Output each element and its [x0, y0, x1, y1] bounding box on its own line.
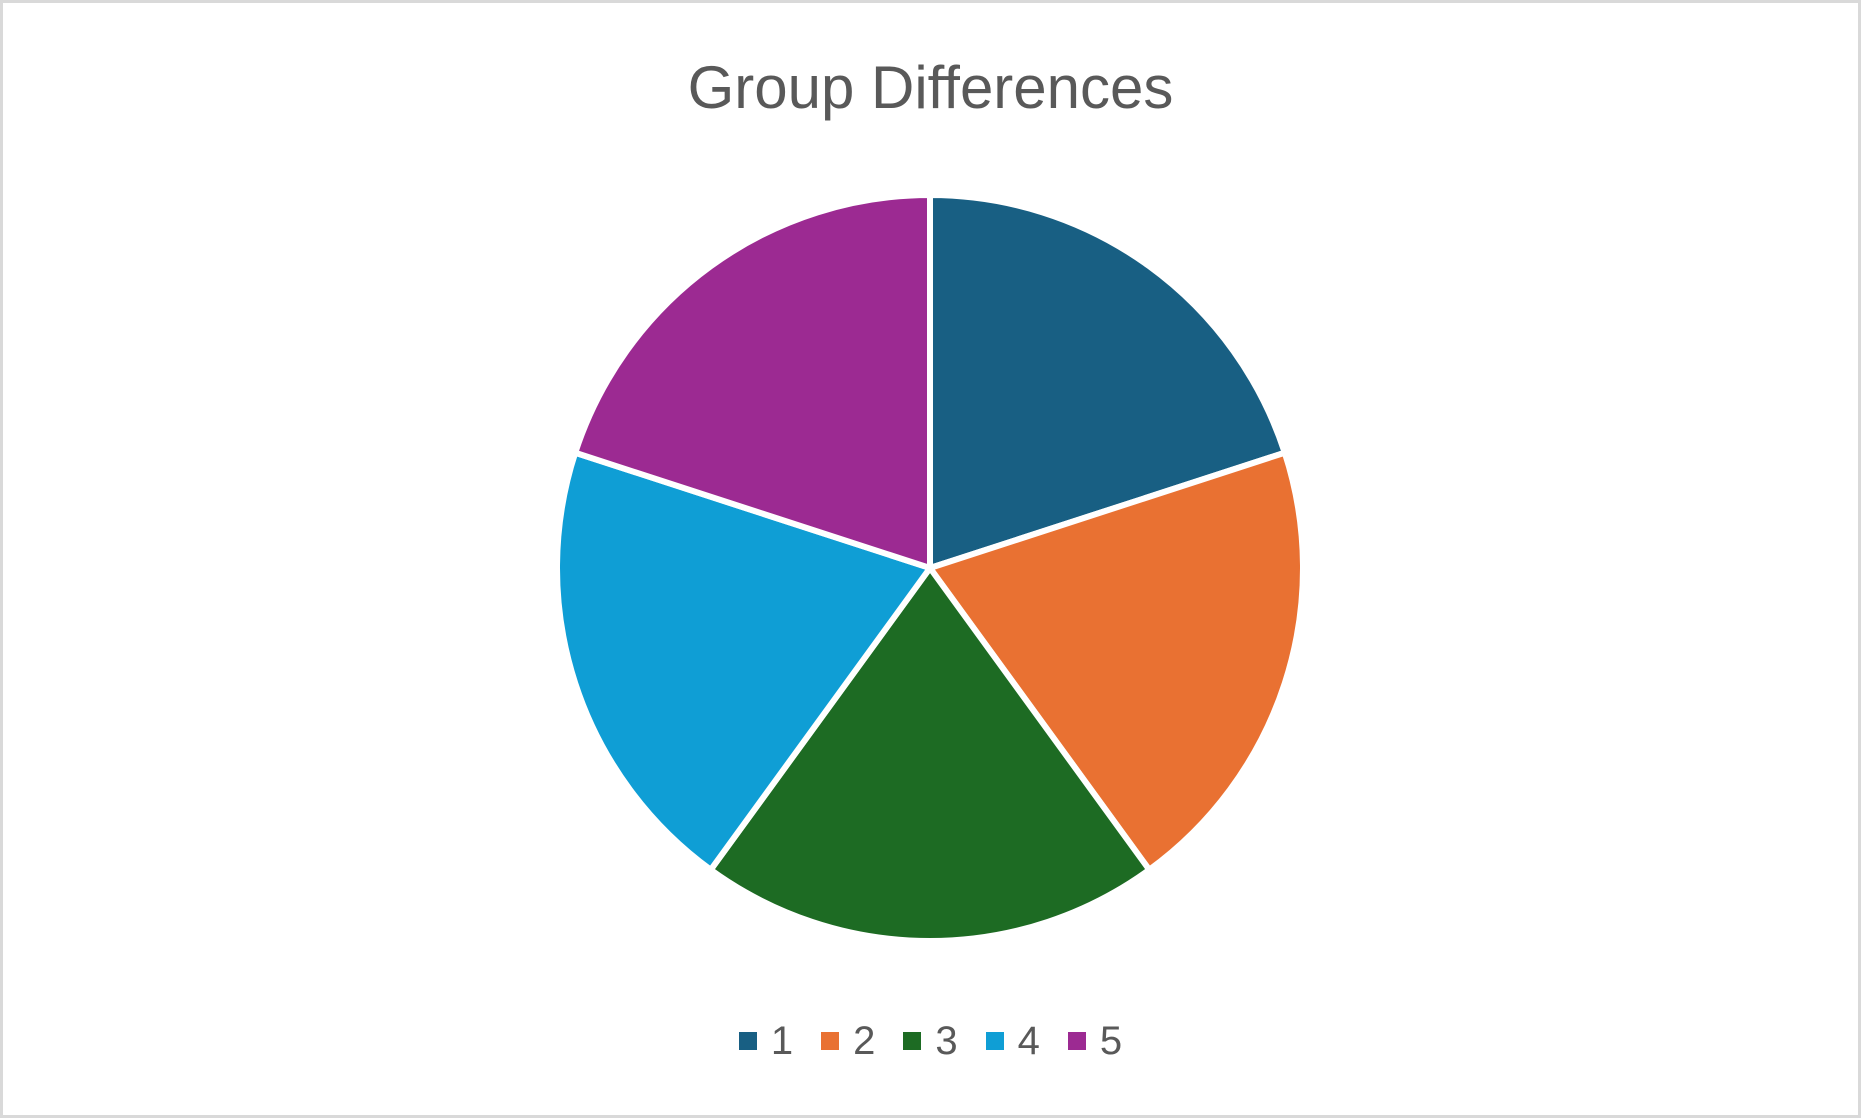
pie-slice-1	[927, 192, 1288, 571]
pie-slice-4	[554, 449, 933, 873]
chart-title: Group Differences	[687, 54, 1174, 121]
pie-slice-5	[572, 192, 933, 571]
legend-label: 3	[935, 1019, 958, 1063]
legend-label: 1	[770, 1019, 794, 1063]
legend-item-3: 3	[903, 1019, 958, 1063]
legend-item-4: 4	[985, 1019, 1040, 1063]
legend-swatch	[903, 1032, 922, 1050]
legend-swatch	[985, 1032, 1004, 1050]
legend-label: 2	[853, 1019, 876, 1063]
legend-swatch	[738, 1032, 757, 1050]
legend-label: 5	[1099, 1019, 1123, 1063]
pie-slice-3	[707, 565, 1153, 944]
legend-item-1: 1	[738, 1019, 794, 1063]
legend-item-5: 5	[1067, 1019, 1123, 1063]
pie-slice-2	[927, 449, 1306, 873]
legend-label: 4	[1017, 1019, 1040, 1063]
legend-swatch	[1067, 1032, 1086, 1050]
legend-swatch	[821, 1032, 840, 1050]
legend: 1 2 3 4 5	[3, 1019, 1858, 1063]
pie-chart	[554, 192, 1306, 944]
legend-item-2: 2	[821, 1019, 875, 1063]
